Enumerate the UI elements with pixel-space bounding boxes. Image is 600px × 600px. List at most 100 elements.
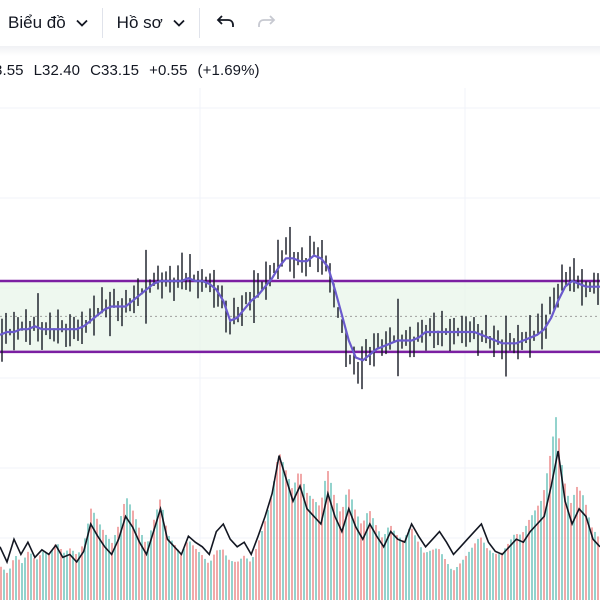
volume-bar [282,462,284,600]
volume-bar [309,495,311,600]
volume-bar [450,568,452,600]
volume-bar [93,512,95,600]
volume-bar [228,559,230,600]
volume-bar [420,547,422,600]
volume-bar [285,470,287,600]
volume-bar [342,506,344,600]
volume-bar [180,553,182,600]
volume-bar [336,503,338,600]
volume-bar [141,534,143,600]
price-chart[interactable] [0,88,600,600]
volume-bar [231,561,233,600]
volume-bar [579,490,581,600]
volume-bar [597,536,599,600]
volume-bar [120,516,122,600]
volume-bar [0,566,2,600]
volume-bar [201,555,203,600]
volume-bar [195,548,197,600]
volume-bar [324,480,326,600]
volume-bar [555,417,557,600]
volume-bar [372,518,374,600]
volume-bar [171,540,173,600]
volume-bar [588,517,590,600]
volume-bar [501,552,503,600]
volume-bar [36,559,38,600]
toolbar-shadow [0,46,600,56]
volume-bar [306,492,308,600]
volume-bar [537,505,539,600]
volume-bar [150,530,152,600]
volume-bar [174,545,176,600]
volume-bar [183,548,185,600]
volume-bar [384,534,386,600]
volume-bar [483,542,485,600]
volume-bar [207,562,209,600]
volume-bar [417,541,419,600]
volume-bar [57,544,59,600]
volume-bar [111,542,113,600]
volume-bar [240,558,242,600]
chart-menu-button[interactable]: Biểu đồ [0,6,96,40]
redo-icon [256,13,276,34]
legend-open-value: 3.55 [0,62,24,79]
volume-bar [30,553,32,600]
volume-bar [279,454,281,600]
volume-bar [471,547,473,600]
profile-menu-button[interactable]: Hồ sơ [109,6,193,40]
volume-bar [396,535,398,600]
volume-bar [327,471,329,600]
volume-bar [414,535,416,600]
volume-bar [330,482,332,600]
volume-bar [234,561,236,600]
volume-bar [567,495,569,600]
volume-bar [132,510,134,600]
volume-bar [321,497,323,600]
volume-bar [117,526,119,600]
volume-bar [42,551,44,600]
volume-bar [522,532,524,600]
volume-bar [264,521,266,600]
volume-bar [489,550,491,600]
volume-bar [423,552,425,600]
volume-bar [294,482,296,600]
volume-bar [15,555,17,600]
volume-bar [519,534,521,600]
volume-bar [459,563,461,600]
volume-bar [258,540,260,600]
volume-bar [528,519,530,600]
volume-bar [156,509,158,600]
volume-bar [9,568,11,600]
volume-bar [108,538,110,600]
volume-bar [102,529,104,600]
volume-bar [432,549,434,600]
volume-bar [60,549,62,600]
volume-bar [213,554,215,600]
volume-bar [492,552,494,600]
volume-bar [81,546,83,600]
volume-bar [126,498,128,600]
legend-change-percent: (+1.69%) [197,62,260,79]
volume-bar [252,557,254,600]
volume-bar [402,540,404,600]
profile-menu-label: Hồ sơ [116,13,163,32]
legend-low-value: L32.40 [33,62,81,79]
volume-bar [465,555,467,600]
volume-bar [219,549,221,600]
undo-button[interactable] [206,6,246,40]
redo-button[interactable] [246,6,286,40]
chart-menu-label: Biểu đồ [8,13,66,32]
volume-bar [531,515,533,600]
volume-bar [357,516,359,600]
volume-bar [456,566,458,600]
volume-bar [345,494,347,600]
volume-bar [408,528,410,600]
volume-bar [510,539,512,600]
volume-bar [225,555,227,600]
volume-bar [507,543,509,600]
volume-bar [39,555,41,600]
volume-bar [204,558,206,600]
volume-bar [48,553,50,600]
volume-bar [18,559,20,600]
volume-bar [255,548,257,600]
volume-bar [159,499,161,600]
